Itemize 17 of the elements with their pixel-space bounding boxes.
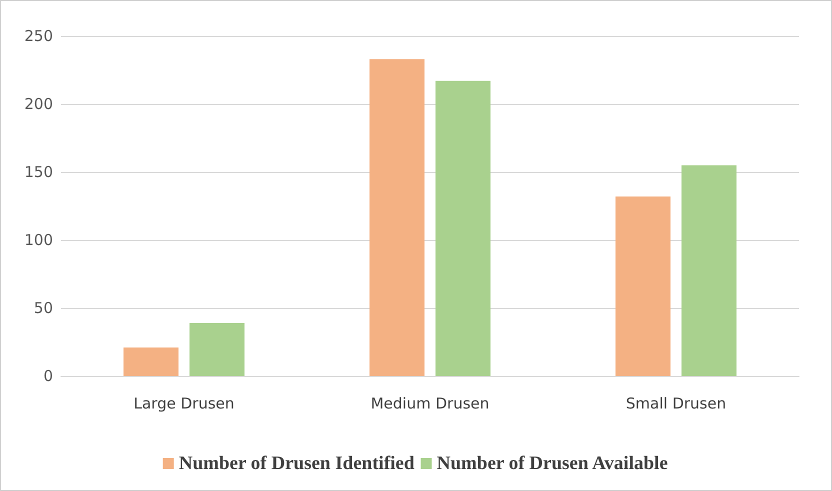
legend-label: Number of Drusen Available xyxy=(436,453,668,474)
y-tick-label: 250 xyxy=(24,27,53,45)
bar xyxy=(370,59,424,376)
legend-label: Number of Drusen Identified xyxy=(178,453,415,474)
bar xyxy=(682,165,736,376)
x-tick-label: Small Drusen xyxy=(626,394,726,412)
bar xyxy=(616,196,670,376)
bar xyxy=(124,347,178,376)
y-tick-label: 150 xyxy=(24,163,53,181)
y-tick-label: 50 xyxy=(34,299,53,317)
bar xyxy=(190,322,244,376)
y-tick-label: 100 xyxy=(24,231,53,249)
x-tick-label: Large Drusen xyxy=(134,394,234,412)
x-tick-label: Medium Drusen xyxy=(370,394,490,412)
y-tick-label: 0 xyxy=(43,367,53,385)
bar xyxy=(436,80,490,376)
y-tick-label: 200 xyxy=(24,95,53,113)
